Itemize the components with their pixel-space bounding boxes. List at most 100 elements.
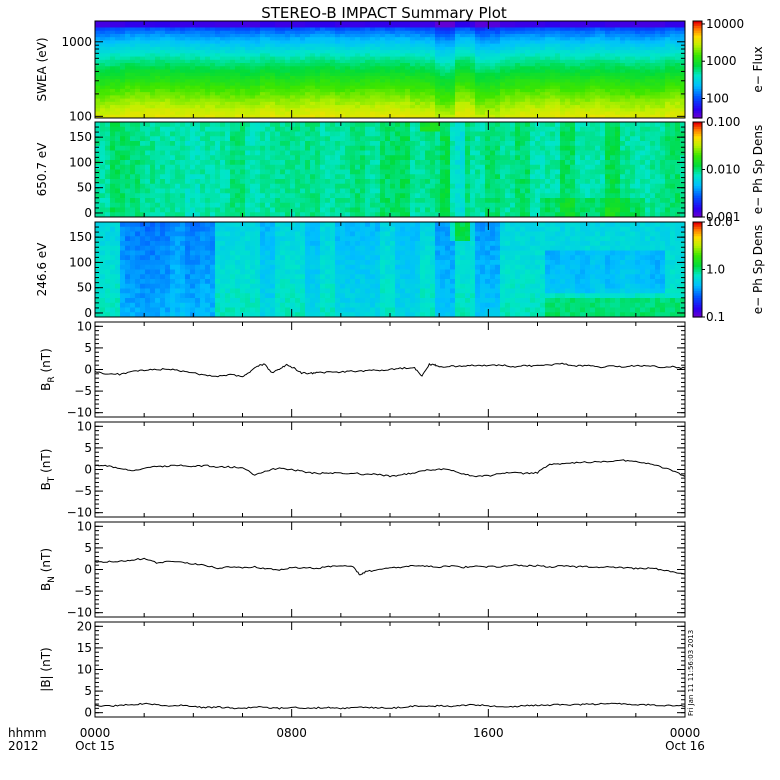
heatmap-cell [95, 188, 101, 194]
heatmap-cell [325, 53, 331, 58]
heatmap-cell [680, 24, 685, 29]
heatmap-cell [430, 27, 436, 32]
heatmap-cell [270, 66, 276, 71]
heatmap-cell [390, 193, 396, 199]
colorbar-frame [692, 20, 703, 119]
heatmap-cell [450, 114, 456, 118]
heatmap-cell [270, 88, 276, 93]
heatmap-cell [215, 114, 221, 118]
heatmap-cell [145, 92, 151, 96]
heatmap-cell [105, 79, 111, 84]
heatmap-cell [285, 141, 291, 147]
heatmap-cell [545, 33, 551, 38]
heatmap-cell [310, 126, 316, 133]
heatmap-cell [170, 88, 176, 93]
heatmap-cell [475, 98, 481, 103]
heatmap-cell [100, 50, 106, 54]
heatmap-cell [195, 150, 201, 156]
heatmap-cell [160, 63, 166, 67]
heatmap-cell [185, 53, 191, 58]
heatmap-cell [590, 27, 596, 32]
heatmap-cell [655, 98, 661, 103]
heatmap-cell [235, 30, 241, 35]
heatmap-cell [350, 105, 356, 109]
heatmap-cell [420, 179, 426, 185]
heatmap-cell [640, 63, 646, 67]
heatmap-cell [220, 174, 226, 180]
heatmap-cell [460, 24, 466, 29]
heatmap-cell [250, 193, 256, 199]
heatmap-cell [680, 63, 685, 67]
heatmap-cell [305, 37, 311, 41]
heatmap-cell [145, 114, 151, 118]
heatmap-cell [575, 114, 581, 118]
heatmap-cell [535, 95, 541, 100]
heatmap-cell [265, 179, 271, 185]
heatmap-cell [435, 33, 441, 38]
heatmap-cell [195, 88, 201, 93]
heatmap-cell [585, 66, 591, 71]
heatmap-cell [525, 105, 531, 109]
heatmap-cell [575, 43, 581, 48]
heatmap-cell [585, 53, 591, 58]
heatmap-cell [445, 37, 451, 41]
heatmap-cell [470, 66, 476, 71]
heatmap-cell [580, 108, 586, 113]
heatmap-cell [175, 202, 181, 209]
heatmap-cell [475, 40, 481, 45]
heatmap-cell [295, 101, 301, 106]
heatmap-cell [245, 46, 251, 51]
heatmap-cell [210, 63, 216, 67]
heatmap-cell [150, 79, 156, 84]
heatmap-cell [320, 131, 326, 137]
heatmap-cell [445, 98, 451, 103]
heatmap-cell [335, 27, 341, 32]
heatmap-cell [190, 131, 196, 137]
heatmap-cell [115, 37, 121, 41]
heatmap-cell [505, 30, 511, 35]
heatmap-cell [370, 92, 376, 96]
heatmap-cell [145, 59, 151, 64]
heatmap-cell [210, 37, 216, 41]
heatmap-cell [380, 37, 386, 41]
heatmap-cell [410, 145, 416, 152]
heatmap-cell [355, 198, 361, 204]
heatmap-cell [360, 40, 366, 45]
heatmap-cell [305, 126, 311, 133]
heatmap-cell [200, 56, 206, 61]
heatmap-cell [195, 155, 201, 161]
heatmap-cell [535, 85, 541, 90]
heatmap-cell [480, 46, 486, 51]
heatmap-cell [215, 131, 221, 137]
heatmap-cell [330, 108, 336, 113]
heatmap-cell [505, 79, 511, 84]
heatmap-cell [500, 108, 506, 113]
heatmap-cell [135, 30, 141, 35]
heatmap-cell [395, 30, 401, 35]
heatmap-cell [395, 21, 401, 25]
heatmap-cell [450, 105, 456, 109]
heatmap-cell [420, 75, 426, 80]
heatmap-cell [175, 212, 181, 217]
heatmap-cell [420, 92, 426, 96]
heatmap-cell [355, 114, 361, 118]
heatmap-cell [585, 105, 591, 109]
heatmap-cell [525, 50, 531, 54]
heatmap-cell [190, 111, 196, 116]
heatmap-cell [415, 164, 421, 171]
heatmap-cell [150, 105, 156, 109]
heatmap-cell [340, 141, 346, 147]
heatmap-cell [330, 24, 336, 29]
heatmap-cell [445, 43, 451, 48]
heatmap-cell [150, 53, 156, 58]
heatmap-cell [155, 46, 161, 51]
heatmap-cell [580, 111, 586, 116]
heatmap-cell [470, 79, 476, 84]
heatmap-cell [225, 88, 231, 93]
heatmap-cell [110, 131, 116, 137]
heatmap-cell [375, 114, 381, 118]
heatmap-cell [165, 59, 171, 64]
heatmap-cell [365, 56, 371, 61]
heatmap-cell [655, 40, 661, 45]
